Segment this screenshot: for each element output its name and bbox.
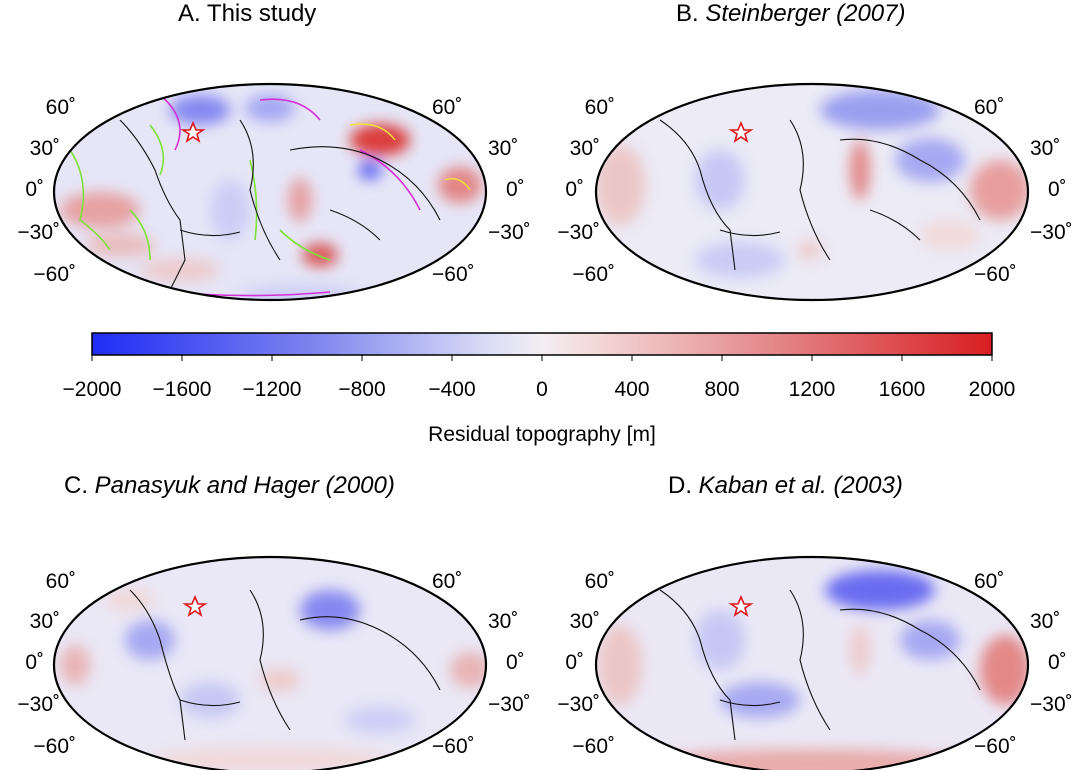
colorbar-tick-label: 400 [614, 378, 650, 401]
panel-a-lat-30s-left: −30˚ [17, 221, 60, 244]
panel-b-lat-30n-right: 30˚ [1030, 137, 1061, 160]
panel-d-title-text: Kaban et al. (2003) [698, 472, 903, 499]
panel-b-label: B. [676, 0, 699, 27]
panel-a-star-marker [180, 120, 206, 143]
panel-c-title: C. Panasyuk and Hager (2000) [64, 472, 395, 500]
panel-b-lat-60n-left: 60˚ [584, 96, 615, 119]
panel-a-lat-30n-right: 30˚ [488, 137, 519, 160]
panel-a-lat-60s-left: −60˚ [33, 263, 76, 286]
panel-d-title: D. Kaban et al. (2003) [668, 472, 903, 500]
panel-c-title-text: Panasyuk and Hager (2000) [94, 472, 395, 499]
panel-a-lat-0-right: 0˚ [506, 178, 525, 201]
panel-b-lat-60s-right: −60˚ [974, 263, 1017, 286]
panel-a-lat-30n-left: 30˚ [29, 137, 60, 160]
colorbar-tick-label: 2000 [968, 378, 1016, 401]
panel-b-lat-0-right: 0˚ [1048, 178, 1067, 201]
panel-b-lat-0-left: 0˚ [565, 178, 584, 201]
colorbar-tick-label: −800 [338, 378, 386, 401]
colorbar-tick-label: 1200 [788, 378, 836, 401]
panel-d-map [594, 555, 1030, 770]
panel-b-title-text: Steinberger (2007) [705, 0, 906, 27]
colorbar-tick-label: −400 [428, 378, 476, 401]
panel-d-lat-60n-left: 60˚ [584, 570, 615, 593]
panel-c-lat-0-left: 0˚ [25, 651, 44, 674]
panel-a-lat-30s-right: −30˚ [488, 221, 531, 244]
colorbar-tick-label: 1600 [878, 378, 926, 401]
panel-a-lat-60n-right: 60˚ [432, 96, 463, 119]
colorbar-ticks [91, 355, 993, 361]
panel-a-lat-60s-right: −60˚ [432, 263, 475, 286]
panel-b-lat-60n-right: 60˚ [974, 96, 1005, 119]
panel-b-lat-30s-left: −30˚ [557, 221, 600, 244]
panel-c-label: C. [64, 472, 88, 499]
panel-a-map [52, 82, 488, 302]
panel-b-lat-30n-left: 30˚ [569, 137, 600, 160]
panel-a-lat-0-left: 0˚ [25, 178, 44, 201]
panel-c-lat-30n-left: 30˚ [29, 610, 60, 633]
panel-d-lat-0-right: 0˚ [1048, 651, 1067, 674]
panel-d-label: D. [668, 472, 692, 499]
panel-b-lat-30s-right: −30˚ [1030, 221, 1073, 244]
panel-d-lat-30s-left: −30˚ [557, 693, 600, 716]
panel-c-lat-60n-right: 60˚ [432, 570, 463, 593]
panel-d-lat-60s-right: −60˚ [974, 735, 1017, 758]
panel-c-lat-60n-left: 60˚ [45, 570, 76, 593]
panel-c-lat-30s-right: −30˚ [488, 693, 531, 716]
panel-c-lat-60s-right: −60˚ [432, 735, 475, 758]
panel-a-title-text: This study [206, 0, 317, 27]
panel-b-star-marker [728, 120, 754, 143]
colorbar-title: Residual topography [m] [428, 423, 656, 446]
panel-a-label: A. [178, 0, 201, 27]
panel-b-lat-60s-left: −60˚ [572, 263, 615, 286]
colorbar-tick-label: −2000 [62, 378, 122, 401]
panel-d-lat-30n-right: 30˚ [1030, 610, 1061, 633]
panel-c-lat-0-right: 0˚ [506, 651, 525, 674]
panel-d-lat-60s-left: −60˚ [572, 735, 615, 758]
panel-d-star-marker [728, 594, 754, 617]
panel-c-lat-30s-left: −30˚ [17, 693, 60, 716]
panel-c-lat-60s-left: −60˚ [33, 735, 76, 758]
panel-d-lat-0-left: 0˚ [565, 651, 584, 674]
panel-b-map [594, 82, 1030, 302]
panel-c-lat-30n-right: 30˚ [488, 610, 519, 633]
colorbar-tick-label: −1200 [242, 378, 302, 401]
panel-a-title: A. This study [178, 0, 316, 28]
panel-b-title: B. Steinberger (2007) [676, 0, 905, 28]
panel-a-lat-60n-left: 60˚ [45, 96, 76, 119]
colorbar [91, 332, 993, 356]
colorbar-tick-label: 0 [536, 378, 548, 401]
panel-d-lat-60n-right: 60˚ [974, 570, 1005, 593]
colorbar-tick-label: 800 [704, 378, 740, 401]
panel-d-lat-30s-right: −30˚ [1030, 693, 1073, 716]
panel-c-star-marker [182, 594, 208, 617]
panel-d-lat-30n-left: 30˚ [569, 610, 600, 633]
colorbar-tick-label: −1600 [152, 378, 212, 401]
panel-c-map [52, 555, 488, 770]
